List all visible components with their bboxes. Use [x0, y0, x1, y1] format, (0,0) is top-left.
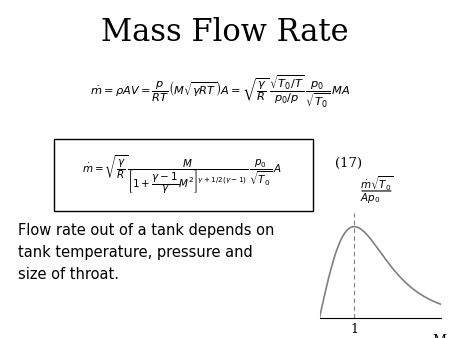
Text: $\dot{m}\sqrt{T_0}$: $\dot{m}\sqrt{T_0}$	[360, 175, 393, 193]
Text: Mass Flow Rate: Mass Flow Rate	[101, 17, 349, 48]
Text: (17): (17)	[335, 158, 362, 170]
Text: $Ap_0$: $Ap_0$	[360, 191, 380, 205]
Text: $\dot{m} = \sqrt{\dfrac{\gamma}{R}}\,\dfrac{M}{\left[1+\dfrac{\gamma-1}{\gamma}M: $\dot{m} = \sqrt{\dfrac{\gamma}{R}}\,\df…	[82, 153, 282, 196]
Bar	[54, 139, 313, 211]
Text: Flow rate out of a tank depends on
tank temperature, pressure and
size of throat: Flow rate out of a tank depends on tank …	[18, 223, 274, 283]
Text: $\dot{m} = \rho A V = \dfrac{p}{RT}\left(M\sqrt{\gamma RT}\right)A = \sqrt{\dfra: $\dot{m} = \rho A V = \dfrac{p}{RT}\left…	[90, 73, 351, 110]
Text: M: M	[432, 334, 446, 338]
